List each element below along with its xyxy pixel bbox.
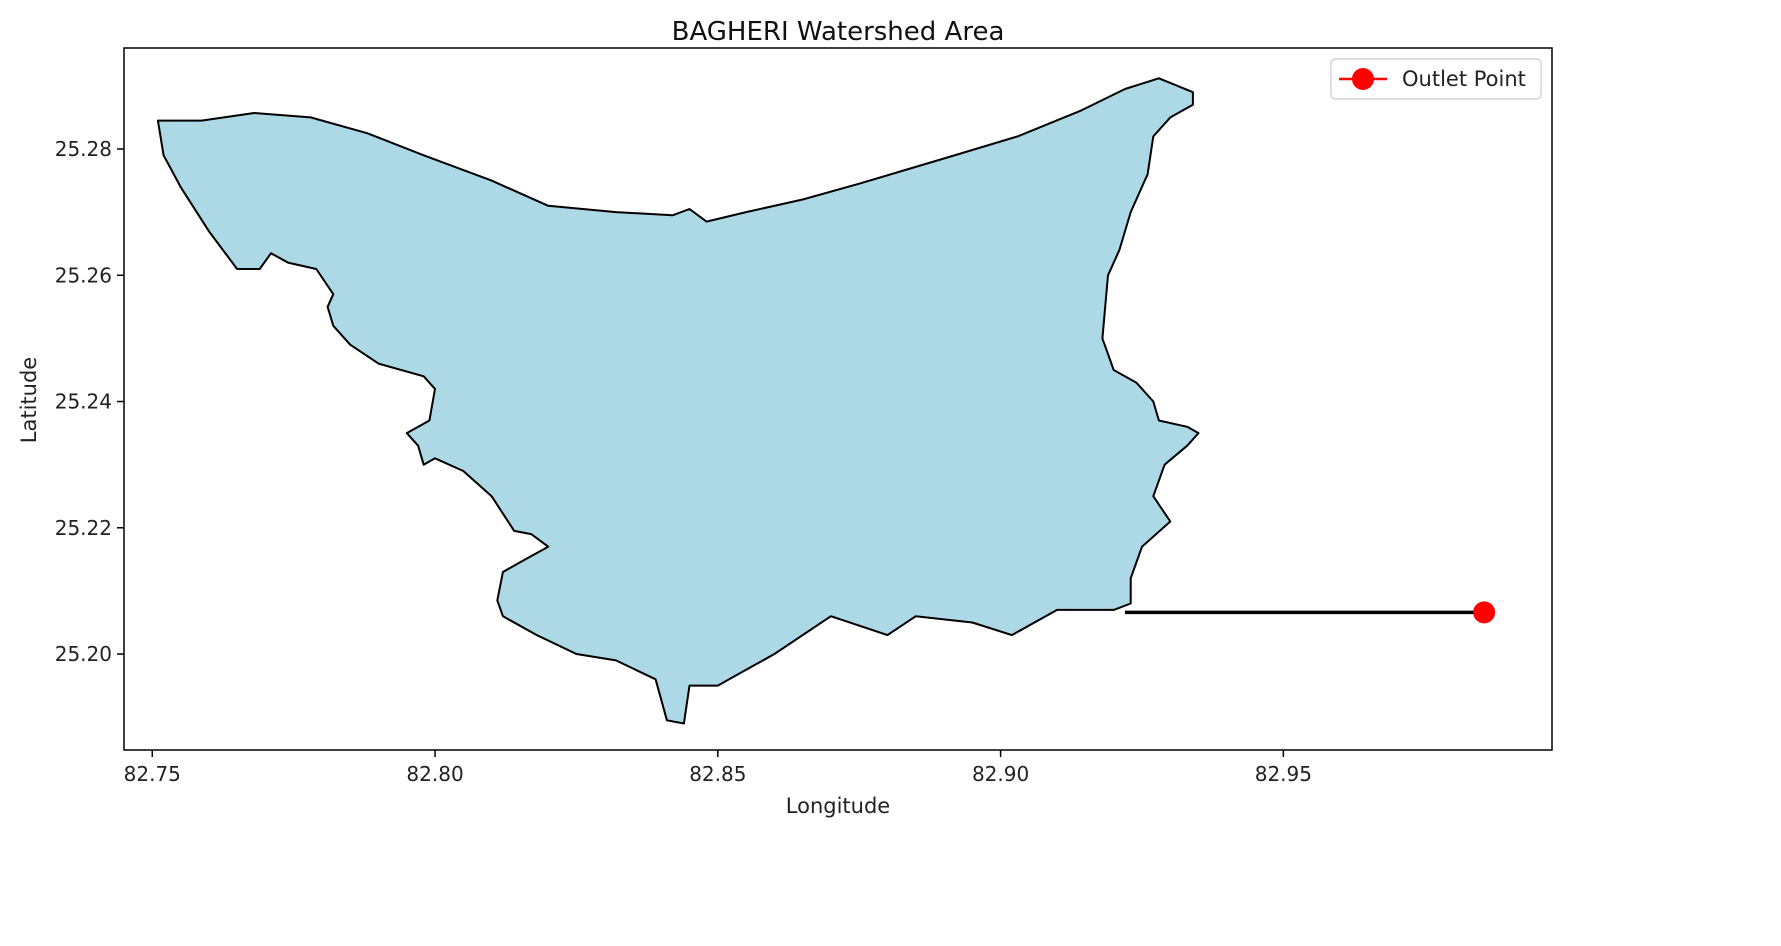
x-tick-label: 82.75 [124, 762, 181, 786]
outlet-point-marker [1473, 601, 1496, 624]
y-tick-label: 25.20 [55, 642, 112, 666]
chart-title: BAGHERI Watershed Area [672, 17, 1005, 47]
y-axis: 25.20 25.22 25.24 25.26 25.28 [55, 137, 124, 666]
plot-area [156, 77, 1496, 725]
watershed-polygon [156, 77, 1200, 725]
legend-box [1330, 58, 1542, 100]
x-axis-label: Longitude [786, 794, 890, 818]
legend-marker-sample [1352, 68, 1374, 90]
x-axis: 82.75 82.80 82.85 82.90 82.95 [124, 750, 1312, 786]
y-tick-label: 25.28 [55, 137, 112, 161]
y-tick-label: 25.22 [55, 516, 112, 540]
x-tick-label: 82.90 [972, 762, 1029, 786]
x-tick-label: 82.85 [689, 762, 746, 786]
legend: Outlet Point [1330, 58, 1542, 100]
y-axis-label: Latitude [17, 357, 41, 443]
y-tick-label: 25.26 [55, 263, 112, 287]
x-tick-label: 82.95 [1255, 762, 1312, 786]
legend-label-outlet-point: Outlet Point [1402, 67, 1526, 91]
x-tick-label: 82.80 [406, 762, 463, 786]
axes-frame [123, 47, 1553, 751]
y-tick-label: 25.24 [55, 390, 112, 414]
